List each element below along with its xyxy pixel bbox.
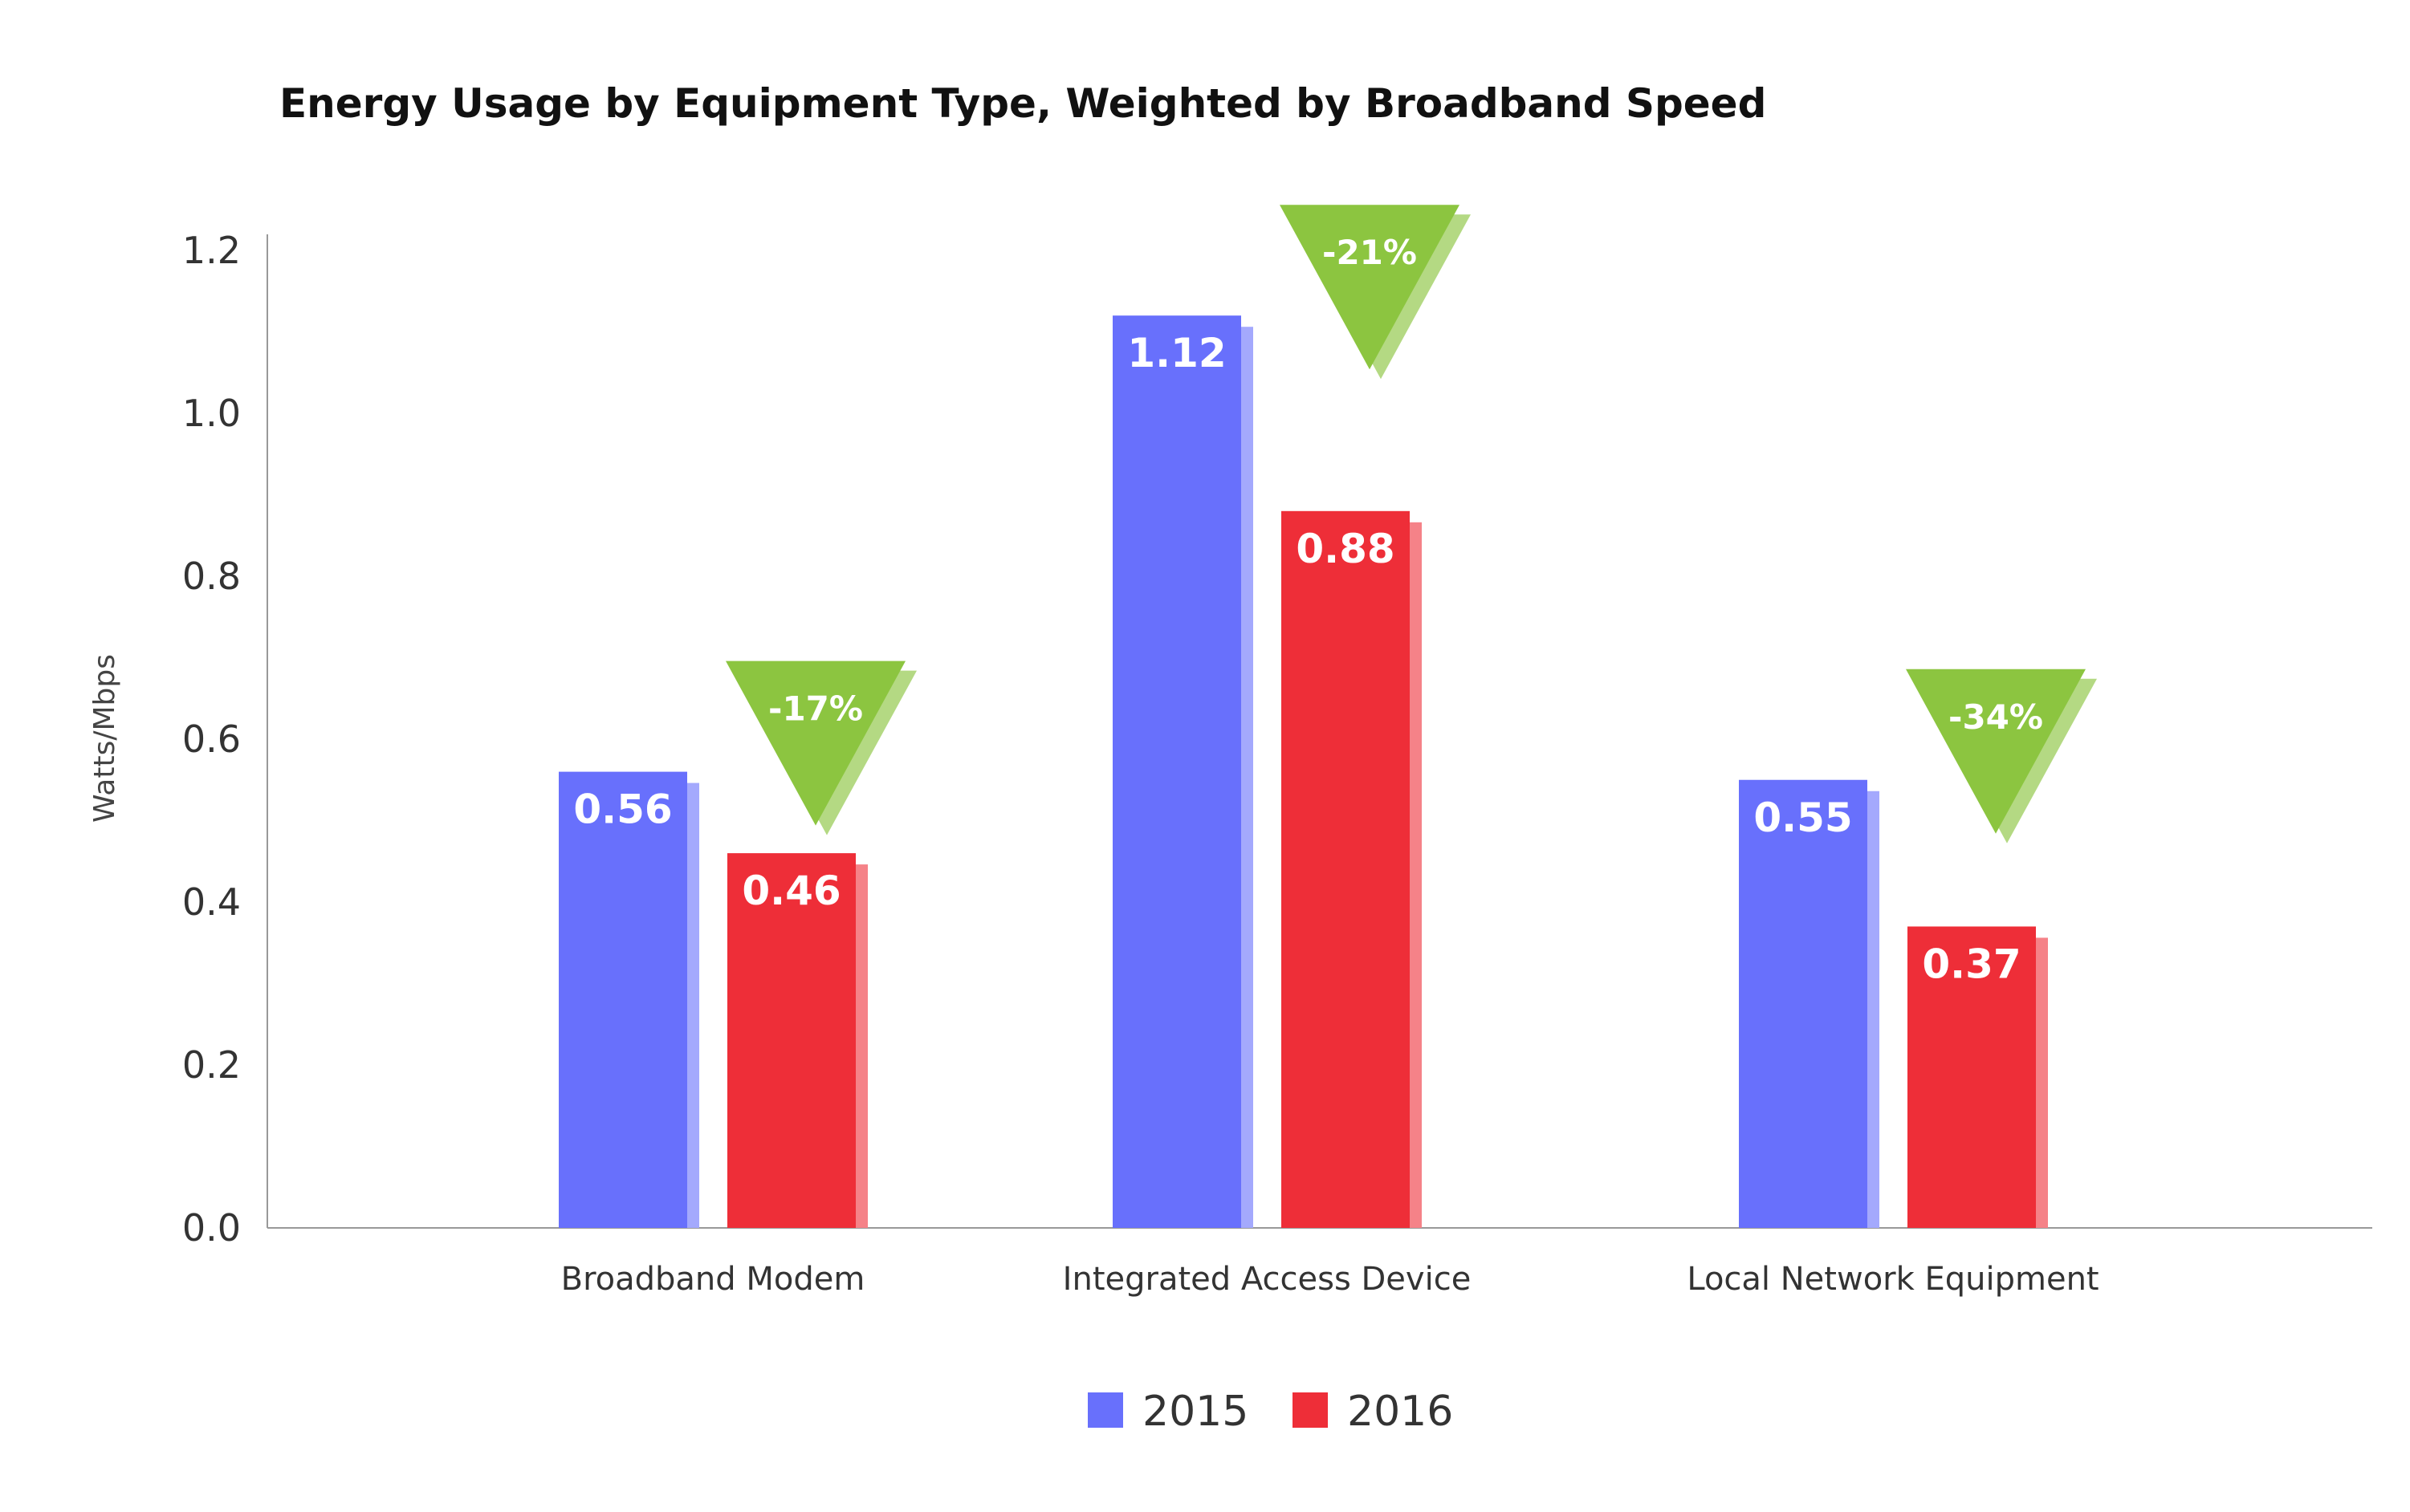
bar-value-label: 0.46 <box>742 868 841 914</box>
change-triangle <box>1280 205 1459 370</box>
y-tick-label: 0.0 <box>182 1206 241 1250</box>
y-tick-label: 1.2 <box>182 229 241 272</box>
bar <box>727 853 856 1228</box>
change-percent-label: -17% <box>768 689 863 729</box>
bar-value-label: 0.56 <box>573 786 672 833</box>
chart-title: Energy Usage by Equipment Type, Weighted… <box>279 80 1766 127</box>
y-tick-label: 0.8 <box>182 555 241 598</box>
annotations: -17% -21% -34% <box>726 205 2097 843</box>
category-label: Local Network Equipment <box>1687 1261 2099 1298</box>
category-label: Broadband Modem <box>561 1261 865 1298</box>
bars: 0.56 0.46 1.12 0.88 0.55 0.37 <box>559 315 2048 1229</box>
legend-swatch <box>1088 1392 1123 1428</box>
bar-value-label: 0.88 <box>1296 526 1394 572</box>
change-percent-label: -34% <box>1948 697 2043 737</box>
y-tick-label: 1.0 <box>182 392 241 435</box>
y-ticks: 0.0 0.2 0.4 0.6 0.8 1.0 1.2 <box>182 229 241 1250</box>
bar <box>1739 779 1867 1228</box>
legend: 2015 2016 <box>1088 1388 1453 1436</box>
category-labels: Broadband Modem Integrated Access Device L… <box>561 1261 2099 1298</box>
bar-value-label: 0.55 <box>1753 795 1852 841</box>
bar-value-label: 0.37 <box>1922 941 2021 987</box>
change-triangle <box>1906 669 2086 834</box>
change-triangle <box>726 660 906 826</box>
category-label: Integrated Access Device <box>1063 1261 1472 1298</box>
legend-swatch <box>1293 1392 1328 1428</box>
bar <box>1281 510 1410 1228</box>
y-tick-label: 0.4 <box>182 880 241 924</box>
bar <box>1907 926 2036 1228</box>
change-percent-label: -21% <box>1322 233 1417 272</box>
bar <box>559 771 687 1228</box>
bar-value-label: 1.12 <box>1127 330 1226 376</box>
y-axis-label: Watts/Mbps <box>88 654 121 823</box>
y-tick-label: 0.2 <box>182 1043 241 1087</box>
bar <box>1113 315 1241 1229</box>
legend-label: 2016 <box>1347 1388 1453 1436</box>
y-tick-label: 0.6 <box>182 717 241 761</box>
legend-label: 2015 <box>1142 1388 1248 1436</box>
